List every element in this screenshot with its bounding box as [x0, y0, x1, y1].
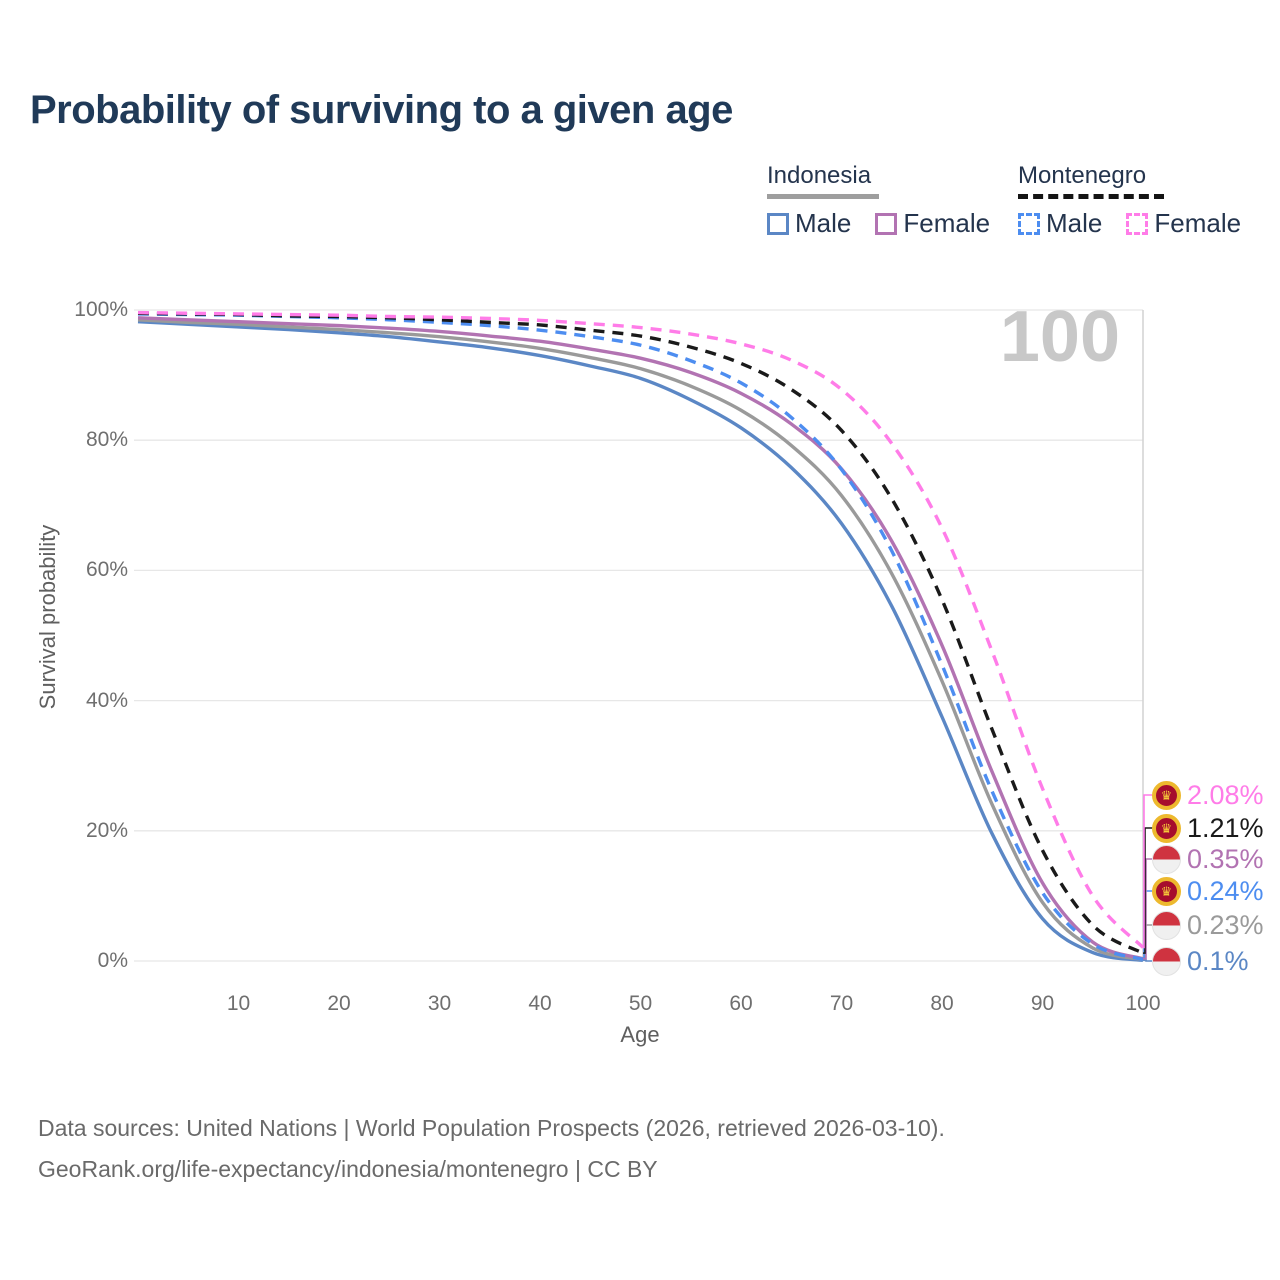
legend-label: Male [1046, 208, 1103, 238]
page-title: Probability of surviving to a given age [30, 88, 733, 132]
x-tick-50: 50 [628, 992, 653, 1015]
x-tick-60: 60 [729, 992, 753, 1015]
hover-age-watermark: 100 [999, 297, 1120, 377]
x-tick-70: 70 [829, 992, 854, 1015]
curve-indonesia[interactable] [137, 318, 1144, 962]
end-label-indonesia: 0.23% [1152, 910, 1264, 941]
montenegro-female-swatch-icon [1126, 212, 1149, 235]
indonesia-flag-icon [1152, 911, 1181, 940]
curve-montenegro-female[interactable] [137, 310, 1145, 949]
legend-line-sample-solid [767, 194, 879, 199]
leader-line-indonesia-female [1143, 858, 1154, 960]
y-tick-20: 20% [85, 818, 128, 842]
montenegro-male-swatch-icon [1018, 212, 1040, 235]
attribution-line: GeoRank.org/life-expectancy/indonesia/mo… [38, 1156, 658, 1182]
montenegro-flag-icon: ♛ [1152, 877, 1181, 906]
x-tick-10: 10 [226, 992, 251, 1015]
end-label-indonesia-female: 0.35% [1152, 844, 1264, 875]
end-label-value: 0.35% [1187, 844, 1264, 874]
end-label-value: 1.21% [1187, 813, 1264, 843]
y-tick-80: 80% [85, 428, 128, 452]
curve-indonesia-female[interactable] [137, 316, 1144, 961]
end-label-montenegro-female: ♛ 2.08% [1152, 780, 1264, 811]
x-axis-title: Age [620, 1022, 660, 1047]
legend-label: Female [1154, 208, 1242, 238]
indonesia-male-swatch-icon [767, 212, 789, 235]
curve-montenegro-male[interactable] [137, 312, 1144, 962]
end-label-value: 2.08% [1187, 780, 1264, 810]
x-tick-90: 90 [1030, 992, 1055, 1015]
footer: Data sources: United Nations | World Pop… [38, 1108, 945, 1190]
legend-label: Male [795, 208, 852, 238]
indonesia-female-swatch-icon [875, 212, 898, 235]
indonesia-flag-icon [1152, 947, 1181, 976]
legend-group-indonesia: Indonesia Male Female [767, 162, 990, 239]
legend-item-montenegro-male[interactable]: Male [1018, 208, 1102, 239]
legend-item-indonesia-male[interactable]: Male [767, 208, 851, 239]
legend-line-sample-dashed [1018, 194, 1164, 199]
legend-country-indonesia: Indonesia [767, 162, 872, 189]
leader-line-indonesia-male [1143, 959, 1154, 962]
end-label-value: 0.1% [1187, 946, 1249, 976]
leader-line-montenegro-female [1143, 794, 1152, 949]
end-label-indonesia-male: 0.1% [1152, 946, 1249, 977]
end-label-montenegro-male: ♛ 0.24% [1152, 876, 1264, 907]
legend-item-indonesia-female[interactable]: Female [875, 208, 990, 239]
x-tick-80: 80 [930, 992, 954, 1015]
end-label-value: 0.24% [1187, 876, 1264, 906]
y-tick-60: 60% [85, 558, 128, 582]
legend-group-montenegro: Montenegro Male Female [1018, 162, 1241, 239]
end-label-value: 0.23% [1187, 910, 1264, 940]
y-tick-100: 100% [74, 298, 128, 321]
legend-label: Female [903, 208, 991, 238]
end-label-montenegro: ♛ 1.21% [1152, 813, 1264, 844]
x-tick-30: 30 [427, 992, 452, 1015]
montenegro-flag-icon: ♛ [1152, 781, 1181, 810]
legend-country-montenegro: Montenegro [1018, 162, 1147, 189]
x-tick-100: 100 [1125, 992, 1161, 1015]
montenegro-flag-icon: ♛ [1152, 814, 1181, 843]
curve-indonesia-male[interactable] [137, 320, 1144, 963]
leader-line-montenegro [1143, 827, 1153, 954]
y-tick-0: 0% [97, 949, 128, 972]
legend-item-montenegro-female[interactable]: Female [1126, 208, 1241, 239]
indonesia-flag-icon [1152, 845, 1181, 874]
x-tick-20: 20 [327, 992, 351, 1015]
curve-montenegro[interactable] [137, 311, 1144, 955]
x-tick-40: 40 [528, 992, 552, 1015]
data-sources-line: Data sources: United Nations | World Pop… [38, 1115, 945, 1141]
y-tick-40: 40% [85, 688, 128, 712]
